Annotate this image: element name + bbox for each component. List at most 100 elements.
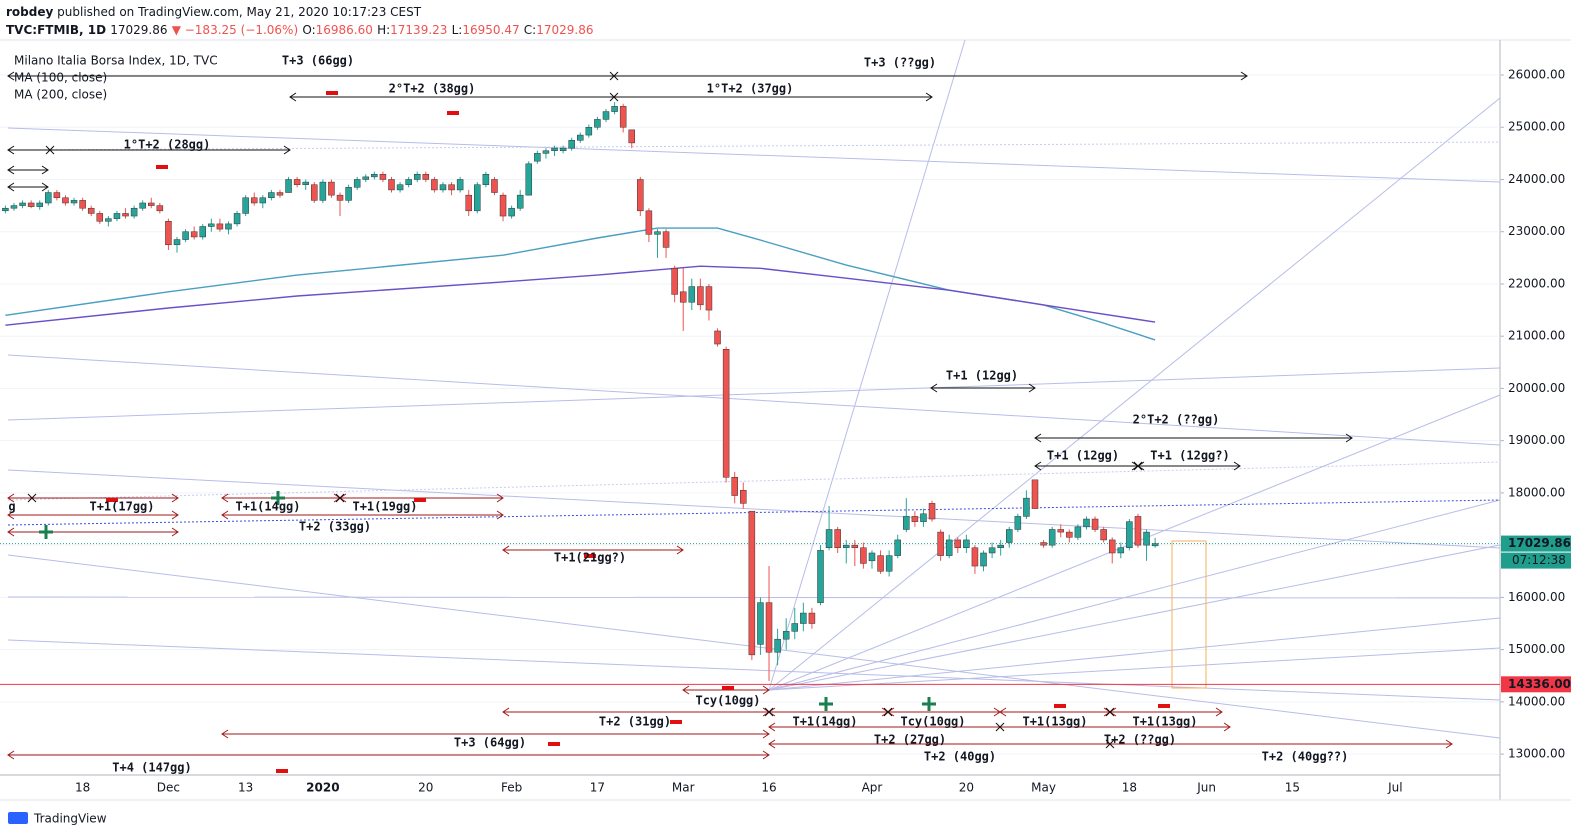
- minus-marker: [584, 554, 596, 558]
- candle-body: [96, 213, 104, 222]
- projection-box: [1171, 540, 1207, 689]
- candle-body: [371, 174, 378, 178]
- range-tail: [7, 527, 15, 537]
- candle-body: [954, 539, 962, 549]
- candle-body: [1006, 529, 1013, 543]
- axes: 13000.0014000.0015000.0016000.0017000.00…: [75, 68, 1571, 795]
- candle-body: [1143, 531, 1150, 546]
- legend-ma100: MA (100, close): [14, 71, 107, 85]
- range-tail: [7, 71, 15, 81]
- annotation: 1°T+2 (37gg): [707, 82, 794, 96]
- candle-body: [268, 192, 275, 199]
- candle-body: [628, 129, 635, 144]
- x-tick-label: Mar: [672, 781, 695, 795]
- candle-body: [311, 184, 318, 201]
- candle-body: [722, 349, 730, 478]
- candle-body: [165, 221, 172, 246]
- candle-body: [422, 174, 430, 180]
- minus-marker: [156, 165, 168, 169]
- candle-body: [679, 291, 687, 303]
- annotation: T+1 (12gg): [946, 369, 1018, 383]
- annotation: T+1 (12gg?): [1150, 449, 1229, 463]
- annotation: T+1(17gg): [89, 500, 154, 514]
- candle-body: [894, 539, 901, 556]
- candle-body: [319, 181, 327, 201]
- last-price: 17029.86: [110, 23, 167, 37]
- y-tick-label: 20000.00: [1508, 381, 1565, 395]
- candle-body: [928, 503, 936, 520]
- plus-marker: [39, 525, 53, 539]
- ohlc-c-key: C:: [524, 23, 536, 37]
- range-tail: [221, 729, 229, 739]
- range-tail: [502, 707, 510, 717]
- annotation: g: [8, 500, 15, 514]
- candle-body: [851, 544, 859, 549]
- candle-body: [671, 268, 678, 295]
- annotation: T+1(14gg): [792, 715, 857, 729]
- candle-body: [662, 231, 670, 248]
- cross-mark: [1105, 739, 1115, 749]
- minus-marker: [670, 720, 682, 724]
- candle-body: [1151, 543, 1159, 547]
- x-tick-label: May: [1031, 781, 1056, 795]
- candle-body: [1126, 521, 1133, 549]
- ohlc-h-key: H:: [377, 23, 390, 37]
- cross-mark: [45, 145, 55, 155]
- candle-body: [645, 210, 653, 235]
- annotation: T+3 (??gg): [864, 56, 936, 70]
- candle-body: [757, 602, 764, 645]
- range-tail: [768, 739, 776, 749]
- symbol-line: TVC:FTMIB, 1D 17029.86 ▼ −183.25 (−1.06%…: [6, 23, 593, 37]
- x-tick-label: Jun: [1196, 781, 1216, 795]
- candle-body: [362, 176, 370, 180]
- candle-body: [199, 226, 206, 238]
- candle-body: [980, 552, 987, 567]
- candle-body: [190, 231, 198, 238]
- candle-body: [2, 207, 9, 212]
- ohlc-h: 17139.23: [390, 23, 447, 37]
- candle-body: [293, 179, 301, 185]
- x-tick-label: 16: [761, 781, 776, 795]
- ohlc-o-key: O:: [302, 23, 315, 37]
- candle-body: [971, 547, 979, 567]
- candle-body: [456, 179, 464, 191]
- range-head: [171, 493, 179, 503]
- candle-body: [413, 174, 421, 180]
- trendline: [768, 617, 1501, 691]
- candle-body: [551, 147, 558, 151]
- trendline: [768, 394, 1501, 691]
- trendline: [7, 354, 1501, 446]
- x-tick-label: 20: [959, 781, 974, 795]
- range-head: [762, 685, 770, 695]
- cross-mark: [1133, 461, 1143, 471]
- trendline: [768, 647, 1501, 691]
- candle-body: [963, 539, 970, 549]
- annotation: T+1(13gg): [1022, 715, 1087, 729]
- ohlc-l: 16950.47: [462, 23, 519, 37]
- trendline-dotted: [7, 461, 1501, 501]
- x-tick-label: 15: [1285, 781, 1300, 795]
- plus-marker: [819, 697, 833, 711]
- candle-body: [45, 192, 52, 204]
- y-tick-label: 21000.00: [1508, 329, 1565, 343]
- candle-body: [491, 179, 498, 193]
- candle-body: [379, 174, 387, 180]
- candle-body: [688, 286, 696, 303]
- candle-body: [474, 184, 481, 212]
- cross-mark: [883, 707, 893, 717]
- candle-body: [945, 539, 953, 556]
- candle-body: [113, 213, 121, 219]
- candle-body: [774, 638, 781, 653]
- candle-body: [130, 207, 138, 217]
- candle-body: [27, 202, 35, 207]
- candle-body: [808, 612, 816, 624]
- candle-body: [388, 179, 395, 191]
- ohlc-l-key: L:: [452, 23, 463, 37]
- candle-body: [225, 223, 232, 230]
- range-head: [762, 729, 770, 739]
- trendline-dotted: [7, 141, 1501, 151]
- candle-body: [705, 286, 713, 311]
- annotation: T+1(13gg): [1132, 715, 1197, 729]
- candle-body: [1108, 539, 1116, 554]
